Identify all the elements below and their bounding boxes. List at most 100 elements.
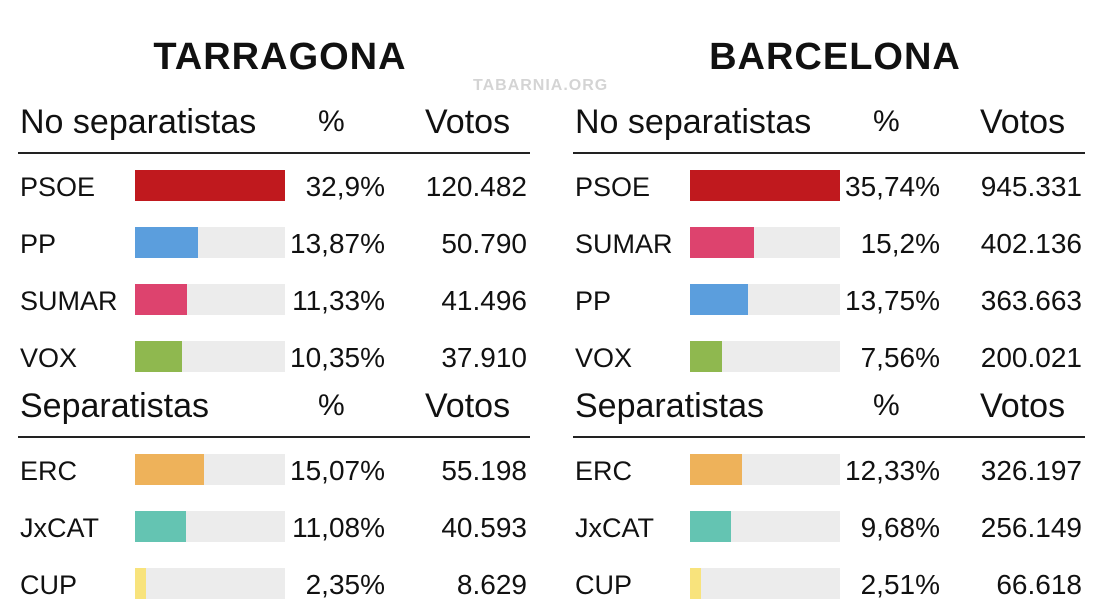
votes-value: 363.663 (980, 285, 1082, 316)
bar-track (135, 227, 285, 258)
party-label: SUMAR (20, 286, 118, 316)
votes-value: 402.136 (980, 228, 1082, 259)
party-row: CUP 2,51% 66.618 (555, 559, 1085, 616)
party-label: JxCAT (575, 513, 654, 543)
votes-value: 37.910 (441, 342, 527, 373)
votes-column-header: Votos (980, 103, 1066, 141)
section-divider (18, 152, 530, 154)
percent-column-header: % (873, 105, 900, 138)
bar-track (135, 454, 285, 485)
party-row: JxCAT 11,08% 40.593 (0, 502, 530, 559)
section-title: Separatistas (20, 387, 209, 425)
party-row: CUP 2,35% 8.629 (0, 559, 530, 616)
party-label: JxCAT (20, 513, 99, 543)
bar-track (135, 511, 285, 542)
party-row: SUMAR 15,2% 402.136 (555, 218, 1085, 275)
section-separatistas: Separatistas % Votos ERC 12,33% 326.197 JxC… (555, 384, 1085, 600)
percent-value: 10,35% (290, 342, 385, 373)
percent-value: 11,08% (292, 512, 385, 543)
votes-column-header: Votos (425, 387, 511, 425)
party-label: ERC (20, 456, 78, 486)
section-title: No separatistas (575, 103, 812, 141)
section-divider (18, 436, 530, 438)
party-row: ERC 15,07% 55.198 (0, 445, 530, 502)
party-rows: ERC 12,33% 326.197 JxCAT 9,68% 256.149 CUP 2,51… (555, 445, 1085, 616)
percent-value: 9,68% (860, 512, 940, 543)
percent-value: 15,07% (290, 455, 385, 486)
party-row: PSOE 35,74% 945.331 (555, 161, 1085, 218)
bar (690, 284, 748, 315)
section-title: No separatistas (20, 103, 257, 141)
party-row: JxCAT 9,68% 256.149 (555, 502, 1085, 559)
bar-track (690, 568, 840, 599)
party-label: SUMAR (575, 229, 673, 259)
bar (135, 568, 146, 599)
section-header: Separatistas % Votos (0, 384, 530, 428)
percent-value: 35,74% (845, 171, 940, 202)
party-rows: ERC 15,07% 55.198 JxCAT 11,08% 40.593 CUP 2,35%… (0, 445, 530, 616)
bar-track (690, 227, 840, 258)
percent-value: 13,75% (845, 285, 940, 316)
party-label: VOX (20, 343, 78, 373)
party-label: ERC (575, 456, 633, 486)
bar (135, 170, 285, 201)
party-row: ERC 12,33% 326.197 (555, 445, 1085, 502)
party-label: CUP (575, 570, 633, 600)
votes-value: 326.197 (980, 455, 1082, 486)
section-header: No separatistas % Votos (555, 100, 1085, 144)
votes-column-header: Votos (425, 103, 511, 141)
bar (135, 227, 198, 258)
votes-column-header: Votos (980, 387, 1066, 425)
party-rows: PSOE 35,74% 945.331 SUMAR 15,2% 402.136 PP 13,7… (555, 161, 1085, 389)
votes-value: 55.198 (441, 455, 527, 486)
votes-value: 40.593 (441, 512, 527, 543)
party-row: PSOE 32,9% 120.482 (0, 161, 530, 218)
percent-value: 13,87% (290, 228, 385, 259)
votes-value: 945.331 (980, 171, 1082, 202)
bar (690, 341, 722, 372)
bar-track (135, 284, 285, 315)
bar (690, 227, 754, 258)
panel-tarragona: TARRAGONA No separatistas % Votos PSOE 32… (0, 0, 530, 614)
bar-track (690, 170, 840, 201)
panel-barcelona: BARCELONA No separatistas % Votos PSOE 35… (555, 0, 1085, 614)
section-no-separatistas: No separatistas % Votos PSOE 35,74% 945.33… (555, 100, 1085, 373)
votes-value: 50.790 (441, 228, 527, 259)
bar-track (135, 341, 285, 372)
party-label: PSOE (20, 172, 96, 202)
panel-title: TARRAGONA (153, 36, 407, 78)
section-divider (573, 152, 1085, 154)
party-row: VOX 10,35% 37.910 (0, 332, 530, 389)
party-label: PP (20, 229, 57, 259)
section-divider (573, 436, 1085, 438)
percent-value: 2,35% (305, 569, 385, 600)
votes-value: 8.629 (456, 569, 527, 600)
votes-value: 256.149 (980, 512, 1082, 543)
party-row: VOX 7,56% 200.021 (555, 332, 1085, 389)
party-label: PSOE (575, 172, 651, 202)
party-row: PP 13,87% 50.790 (0, 218, 530, 275)
votes-value: 41.496 (441, 285, 527, 316)
party-row: SUMAR 11,33% 41.496 (0, 275, 530, 332)
party-label: CUP (20, 570, 78, 600)
bar-track (135, 568, 285, 599)
percent-value: 11,33% (292, 285, 385, 316)
percent-value: 32,9% (305, 171, 385, 202)
bar-track (690, 454, 840, 485)
bar-track (135, 170, 285, 201)
percent-column-header: % (873, 389, 900, 422)
bar (690, 170, 840, 201)
party-label: VOX (575, 343, 633, 373)
bar (135, 454, 204, 485)
bar-track (690, 341, 840, 372)
watermark-text: TABARNIA.ORG (473, 77, 609, 94)
percent-value: 7,56% (860, 342, 940, 373)
bar (135, 511, 186, 542)
party-rows: PSOE 32,9% 120.482 PP 13,87% 50.790 SUMAR 11,33… (0, 161, 530, 389)
percent-value: 12,33% (845, 455, 940, 486)
percent-column-header: % (318, 389, 345, 422)
panel-title: BARCELONA (709, 36, 961, 78)
section-title: Separatistas (575, 387, 764, 425)
bar (690, 511, 731, 542)
bar (135, 284, 187, 315)
